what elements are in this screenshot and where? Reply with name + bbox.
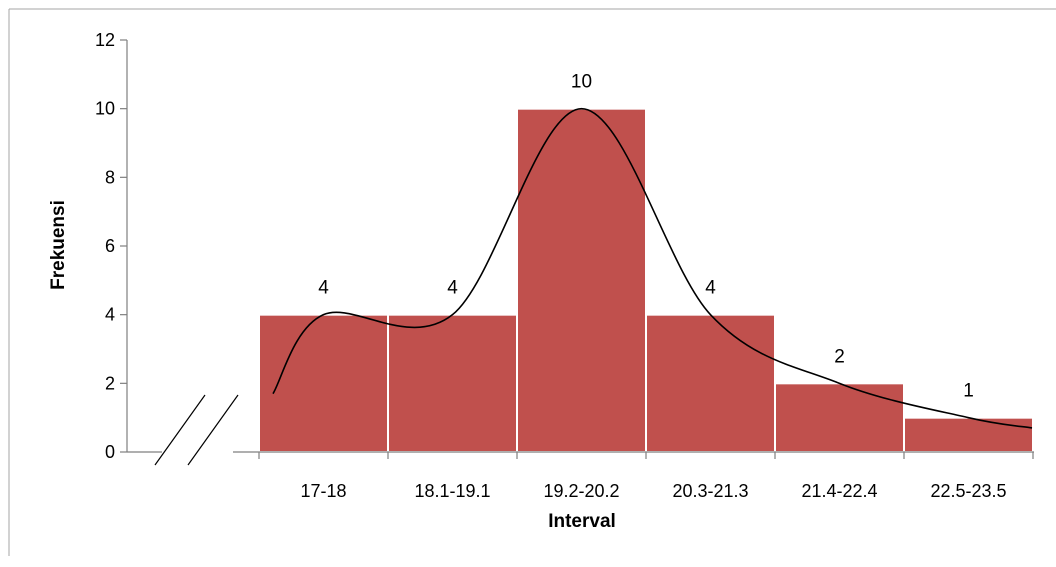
y-tick-label: 2	[105, 373, 115, 393]
data-label: 4	[705, 278, 716, 299]
bar-22.5-23.5	[903, 416, 1034, 453]
y-tick-label: 12	[95, 30, 115, 50]
x-tick-label: 18.1-19.1	[414, 481, 490, 501]
axis-break-mark	[187, 394, 239, 466]
data-label: 4	[447, 278, 458, 299]
x-tick-label: 20.3-21.3	[672, 481, 748, 501]
bar-21.4-22.4	[774, 382, 905, 454]
y-axis-title: Frekuensi	[48, 200, 69, 290]
y-tick-label: 8	[105, 167, 115, 187]
axis-break-mark	[154, 394, 206, 466]
y-tick-label: 4	[105, 305, 115, 325]
x-tick-label: 22.5-23.5	[930, 481, 1006, 501]
data-label: 2	[834, 346, 845, 367]
x-axis-title: Interval	[548, 511, 616, 532]
data-label: 10	[571, 72, 592, 93]
x-tick-label: 19.2-20.2	[543, 481, 619, 501]
data-label: 1	[963, 381, 974, 402]
x-tick-label: 17-18	[300, 481, 346, 501]
bar-17-18	[258, 313, 389, 453]
bar-20.3-21.3	[645, 313, 776, 453]
frequency-curve	[272, 107, 1033, 429]
y-tick-label: 10	[95, 99, 115, 119]
data-label: 4	[318, 278, 329, 299]
bar-18.1-19.1	[387, 313, 518, 453]
y-tick-label: 0	[105, 442, 115, 462]
y-tick-label: 6	[105, 236, 115, 256]
bars-layer	[258, 107, 1034, 454]
axes-layer	[120, 39, 1034, 466]
x-tick-label: 21.4-22.4	[801, 481, 877, 501]
curve-layer	[272, 107, 1033, 429]
